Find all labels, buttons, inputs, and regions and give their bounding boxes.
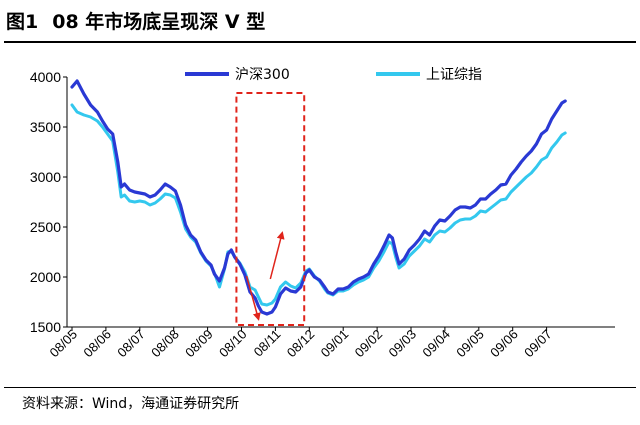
x-tick-label: 08/12 bbox=[284, 327, 318, 361]
legend-shcomp: 上证综指 bbox=[376, 67, 482, 83]
figure-title-text: 08 年市场底呈现深 V 型 bbox=[52, 11, 266, 33]
x-tick-label: 08/06 bbox=[80, 327, 114, 361]
highlight-box bbox=[235, 92, 306, 326]
x-tick-label: 09/01 bbox=[318, 327, 352, 361]
series-hs300-line bbox=[70, 79, 567, 316]
y-tick-label: 1500 bbox=[30, 319, 61, 335]
x-tick-label: 08/08 bbox=[148, 327, 182, 361]
legend-hs300: 沪深300 bbox=[185, 67, 290, 83]
x-tick-label: 09/06 bbox=[487, 327, 521, 361]
x-tick-label: 09/03 bbox=[386, 327, 420, 361]
x-tick-label: 09/02 bbox=[352, 327, 386, 361]
x-tick-label: 08/07 bbox=[114, 327, 148, 361]
bottom-rule bbox=[4, 387, 636, 388]
y-tick-label: 2500 bbox=[30, 219, 61, 235]
x-tick-label: 08/10 bbox=[216, 327, 250, 361]
x-tick-label: 08/11 bbox=[251, 327, 284, 360]
x-tick-label: 09/05 bbox=[453, 327, 487, 361]
source-note: 资料来源：Wind，海通证券研究所 bbox=[22, 396, 240, 412]
y-tick-label: 2000 bbox=[30, 269, 61, 285]
top-rule bbox=[4, 41, 636, 43]
x-tick-label: 08/09 bbox=[182, 327, 216, 361]
arrow-down bbox=[245, 275, 261, 321]
arrow-up bbox=[269, 231, 285, 280]
y-tick-label: 4000 bbox=[30, 69, 61, 85]
legend-label: 沪深300 bbox=[235, 67, 290, 83]
series-shcomp-line bbox=[70, 103, 567, 307]
x-tick-label: 09/07 bbox=[521, 327, 555, 361]
y-tick-label: 3000 bbox=[30, 169, 61, 185]
y-tick-label: 3500 bbox=[30, 119, 61, 135]
figure-number: 图1 bbox=[6, 11, 39, 33]
x-tick-label: 09/04 bbox=[419, 327, 453, 361]
legend-label: 上证综指 bbox=[426, 67, 482, 83]
figure-title: 图1 08 年市场底呈现深 V 型 bbox=[6, 7, 265, 37]
